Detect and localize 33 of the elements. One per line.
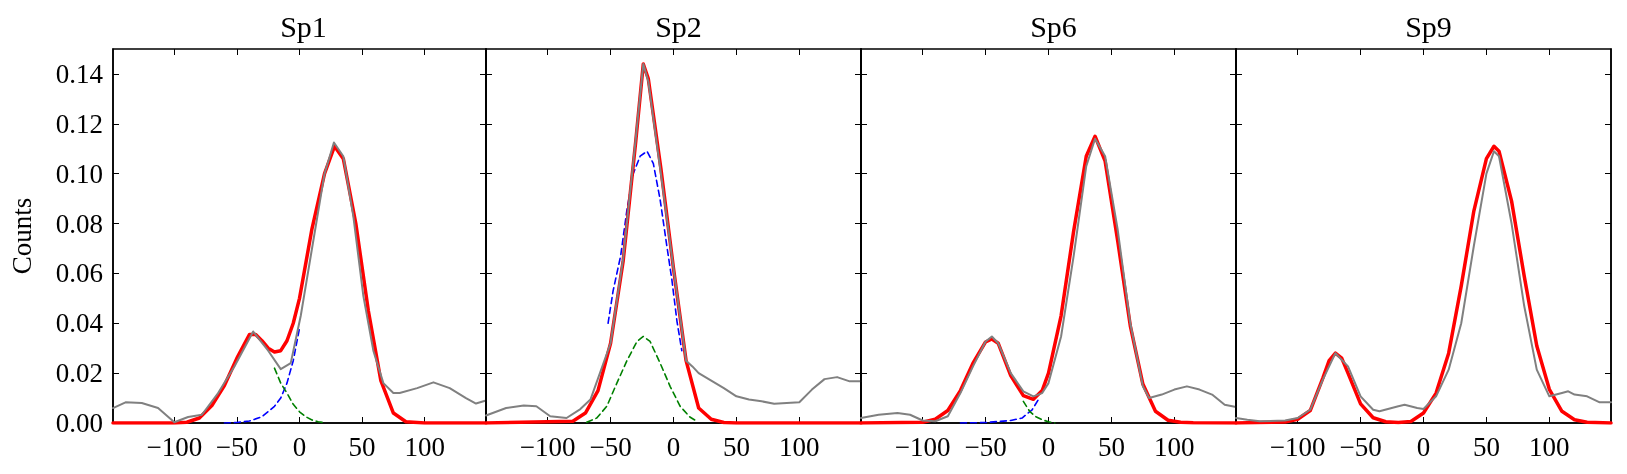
y-tick-label: 0.14 [55, 58, 104, 89]
chart-title: Sp9 [1405, 9, 1452, 43]
y-tick-label: 0.12 [55, 108, 103, 139]
y-axis-title: Counts [6, 197, 37, 275]
x-tick-label: 0 [1416, 431, 1431, 462]
x-tick-label: −100 [146, 431, 203, 462]
y-tick-label: 0.10 [55, 158, 103, 189]
x-tick-label: −50 [1339, 431, 1382, 462]
y-tick-label: 0.00 [55, 408, 103, 438]
x-tick-label: 50 [722, 431, 750, 462]
x-tick-label: −50 [589, 431, 632, 462]
x-tick-label: 100 [779, 431, 820, 462]
x-tick-label: 100 [1529, 431, 1570, 462]
chart-title: Sp2 [655, 9, 702, 43]
x-tick-label: −100 [519, 431, 576, 462]
x-tick-label: −50 [964, 431, 1007, 462]
x-tick-label: 50 [1097, 431, 1125, 462]
y-tick-label: 0.02 [55, 358, 103, 389]
y-tick-label: 0.04 [55, 308, 104, 339]
x-tick-label: 50 [348, 431, 376, 462]
x-tick-label: −100 [1269, 431, 1326, 462]
x-tick-label: 0 [666, 431, 681, 462]
y-tick-label: 0.08 [55, 208, 103, 239]
y-tick-label: 0.06 [55, 258, 103, 289]
x-tick-label: 50 [1472, 431, 1500, 462]
x-tick-label: 100 [404, 431, 445, 462]
chart-title: Sp1 [280, 9, 327, 43]
x-tick-label: −50 [215, 431, 259, 462]
x-tick-label: 100 [1154, 431, 1195, 462]
x-tick-label: 0 [292, 431, 307, 462]
x-tick-label: 0 [1041, 431, 1056, 462]
chart-title: Sp6 [1030, 9, 1077, 43]
x-tick-label: −100 [894, 431, 951, 462]
